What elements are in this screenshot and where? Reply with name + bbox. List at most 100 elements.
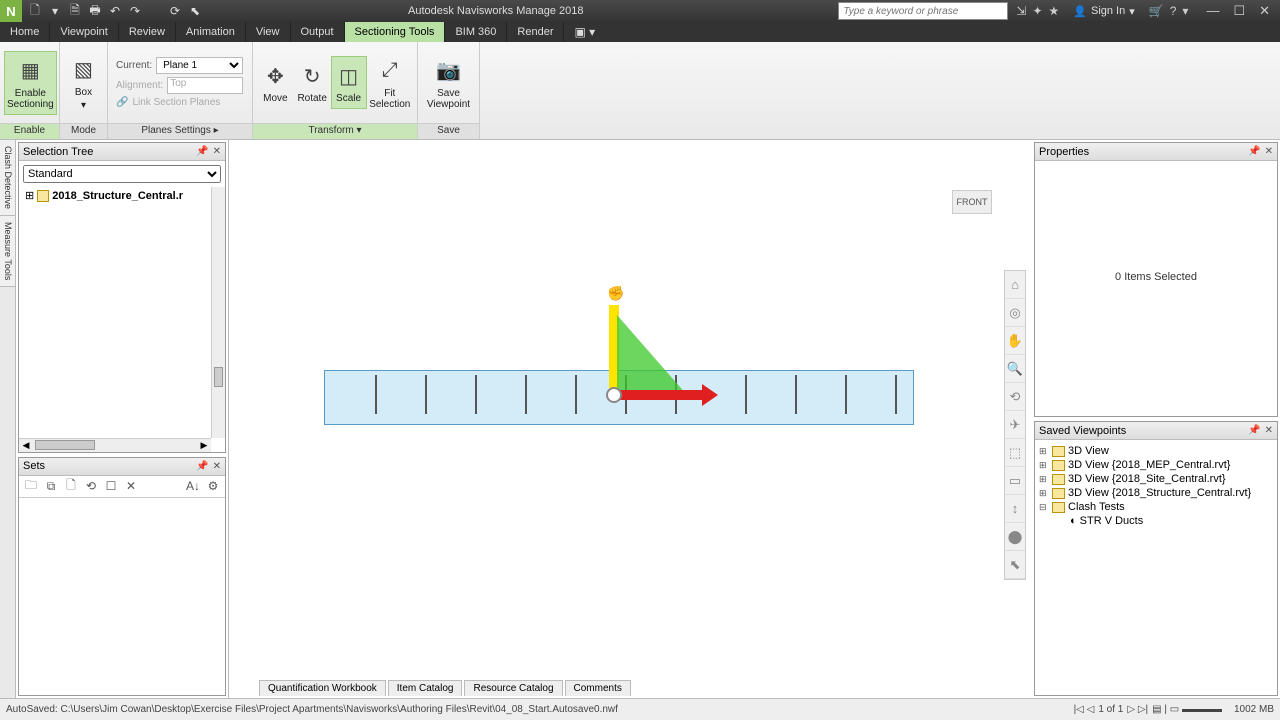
- tab-review[interactable]: Review: [119, 22, 176, 42]
- seltree-hscroll[interactable]: ◀▶: [19, 438, 211, 452]
- signin-label: Sign In: [1091, 5, 1125, 17]
- qat-select-icon[interactable]: ⬉: [186, 2, 204, 20]
- tab-sectioning-tools[interactable]: Sectioning Tools: [345, 22, 446, 42]
- enable-sectioning-button[interactable]: ▦ EnableSectioning: [4, 51, 57, 115]
- saved-pin-icon[interactable]: 📌: [1248, 425, 1260, 436]
- qat-open-drop-icon[interactable]: ▾: [46, 2, 64, 20]
- sets-new-icon[interactable]: 🗋: [62, 477, 80, 495]
- viewcube[interactable]: FRONT: [952, 190, 992, 214]
- seltree-mode-select[interactable]: Standard: [23, 165, 221, 183]
- tab-output[interactable]: Output: [291, 22, 345, 42]
- move-label: Move: [263, 93, 287, 104]
- qat-redo-icon[interactable]: ↷: [126, 2, 144, 20]
- sets-close-icon[interactable]: ✕: [213, 461, 221, 472]
- saved-close-icon[interactable]: ✕: [1265, 425, 1273, 436]
- props-pin-icon[interactable]: 📌: [1248, 146, 1260, 157]
- nav-walk-icon[interactable]: ▭: [1005, 467, 1025, 495]
- group-save-label: Save: [418, 123, 479, 139]
- tab-animation[interactable]: Animation: [176, 22, 246, 42]
- saved-viewpoint-item[interactable]: ⊞3D View {2018_MEP_Central.rvt}: [1039, 458, 1273, 472]
- maximize-button[interactable]: ☐: [1233, 3, 1245, 19]
- seltree-pin-icon[interactable]: 📌: [196, 146, 208, 157]
- nav-zoom-icon[interactable]: 🔍: [1005, 355, 1025, 383]
- props-close-icon[interactable]: ✕: [1265, 146, 1273, 157]
- sets-refresh-icon[interactable]: ⟲: [82, 477, 100, 495]
- app-logo[interactable]: N: [0, 0, 22, 22]
- pager-last-icon[interactable]: ▷ ▷|: [1127, 704, 1148, 715]
- status-icons[interactable]: ▤ | ▭ ▬▬▬▬: [1152, 704, 1222, 715]
- nav-updown-icon[interactable]: ↕: [1005, 495, 1025, 523]
- qat-save-icon[interactable]: 🗎: [66, 2, 84, 20]
- qat-print-icon[interactable]: 🖶: [86, 2, 104, 20]
- star-icon[interactable]: ★: [1049, 4, 1060, 18]
- sets-delete-icon[interactable]: ✕: [122, 477, 140, 495]
- group-enable-label: Enable: [0, 123, 59, 139]
- pager-first-icon[interactable]: |◁ ◁: [1074, 704, 1095, 715]
- expand-icon[interactable]: ⊞: [25, 189, 34, 202]
- nav-fly-icon[interactable]: ✈: [1005, 411, 1025, 439]
- tab-item-catalog[interactable]: Item Catalog: [388, 680, 463, 696]
- minimize-button[interactable]: —: [1206, 3, 1219, 19]
- sets-folder-icon[interactable]: 🗀: [22, 477, 40, 495]
- fit-selection-button[interactable]: ⤢ FitSelection: [367, 52, 413, 114]
- nav-look-icon[interactable]: ⬚: [1005, 439, 1025, 467]
- nav-focus-icon[interactable]: ⬤: [1005, 523, 1025, 551]
- help-icon[interactable]: ?: [1170, 4, 1177, 18]
- saved-viewpoint-item[interactable]: ⊞3D View {2018_Structure_Central.rvt}: [1039, 486, 1273, 500]
- tab-render[interactable]: Render: [507, 22, 564, 42]
- viewport-3d[interactable]: FRONT ⌂ ◎ ✋ 🔍 ⟲ ✈ ⬚ ▭ ↕ ⬤ ⬉ ✊ Quantifica…: [229, 140, 1032, 698]
- save-viewpoint-button[interactable]: 📷 SaveViewpoint: [422, 52, 475, 114]
- seltree-close-icon[interactable]: ✕: [213, 146, 221, 157]
- ribbon-tabs: Home Viewpoint Review Animation View Out…: [0, 22, 1280, 42]
- tab-comments[interactable]: Comments: [565, 680, 631, 696]
- seltree-vscroll[interactable]: [211, 187, 225, 438]
- sets-sort-icon[interactable]: A↓: [184, 477, 202, 495]
- sets-settings-icon[interactable]: ⚙: [204, 477, 222, 495]
- search-input[interactable]: [838, 2, 1008, 20]
- alignment-label: Alignment:: [116, 80, 163, 91]
- measure-tools-tab[interactable]: Measure Tools: [0, 216, 15, 287]
- sets-select-icon[interactable]: ☐: [102, 477, 120, 495]
- infocentre-icon[interactable]: ⇲: [1016, 4, 1026, 18]
- link-planes-label: Link Section Planes: [132, 97, 220, 108]
- nav-home-icon[interactable]: ⌂: [1005, 271, 1025, 299]
- nav-orbit-icon[interactable]: ⟲: [1005, 383, 1025, 411]
- tab-quantification[interactable]: Quantification Workbook: [259, 680, 386, 696]
- sets-toolbar: 🗀 ⧉ 🗋 ⟲ ☐ ✕ A↓ ⚙: [19, 476, 225, 498]
- nav-select-icon[interactable]: ⬉: [1005, 551, 1025, 579]
- current-plane-select[interactable]: Plane 1: [156, 57, 243, 74]
- tab-viewpoint[interactable]: Viewpoint: [50, 22, 119, 42]
- close-button[interactable]: ✕: [1259, 3, 1270, 19]
- tree-root-node[interactable]: ⊞ 2018_Structure_Central.r ˄: [25, 189, 219, 202]
- box-mode-button[interactable]: ▧ Box ▾: [64, 51, 103, 115]
- scale-button[interactable]: ◫ Scale: [331, 56, 367, 109]
- quick-access-toolbar: 🗋 ▾ 🗎 🖶 ↶ ↷ ⟳ ⬉: [22, 2, 208, 20]
- saved-viewpoint-child[interactable]: ◐STR V Ducts: [1039, 514, 1273, 528]
- move-button[interactable]: ✥ Move: [257, 57, 294, 108]
- sets-dup-icon[interactable]: ⧉: [42, 477, 60, 495]
- signin-button[interactable]: 👤 Sign In ▾: [1067, 5, 1140, 18]
- saved-viewpoint-item[interactable]: ⊞3D View: [1039, 444, 1273, 458]
- nav-pan-icon[interactable]: ✋: [1005, 327, 1025, 355]
- cart-icon[interactable]: 🛒: [1149, 4, 1164, 18]
- sets-pin-icon[interactable]: 📌: [196, 461, 208, 472]
- tab-home[interactable]: Home: [0, 22, 50, 42]
- tab-view[interactable]: View: [246, 22, 291, 42]
- gizmo-origin[interactable]: [606, 387, 622, 403]
- qat-new-icon[interactable]: 🗋: [26, 2, 44, 20]
- gizmo-x-axis[interactable]: [614, 390, 704, 400]
- saved-viewpoint-item[interactable]: ⊟Clash Tests: [1039, 500, 1273, 514]
- tree-root-label: 2018_Structure_Central.r: [52, 190, 183, 202]
- key-icon[interactable]: ✦: [1032, 4, 1042, 18]
- qat-refresh-icon[interactable]: ⟳: [166, 2, 184, 20]
- tab-bim360[interactable]: BIM 360: [445, 22, 507, 42]
- clash-detective-tab[interactable]: Clash Detective: [0, 140, 15, 216]
- qat-undo-icon[interactable]: ↶: [106, 2, 124, 20]
- help-drop-icon[interactable]: ▾: [1182, 4, 1188, 18]
- tab-resource-catalog[interactable]: Resource Catalog: [464, 680, 562, 696]
- rotate-button[interactable]: ↻ Rotate: [294, 57, 331, 108]
- camera-dropdown[interactable]: ▣ ▾: [564, 22, 605, 42]
- saved-viewpoint-item[interactable]: ⊞3D View {2018_Site_Central.rvt}: [1039, 472, 1273, 486]
- gizmo-plane[interactable]: [617, 315, 687, 395]
- nav-wheel-icon[interactable]: ◎: [1005, 299, 1025, 327]
